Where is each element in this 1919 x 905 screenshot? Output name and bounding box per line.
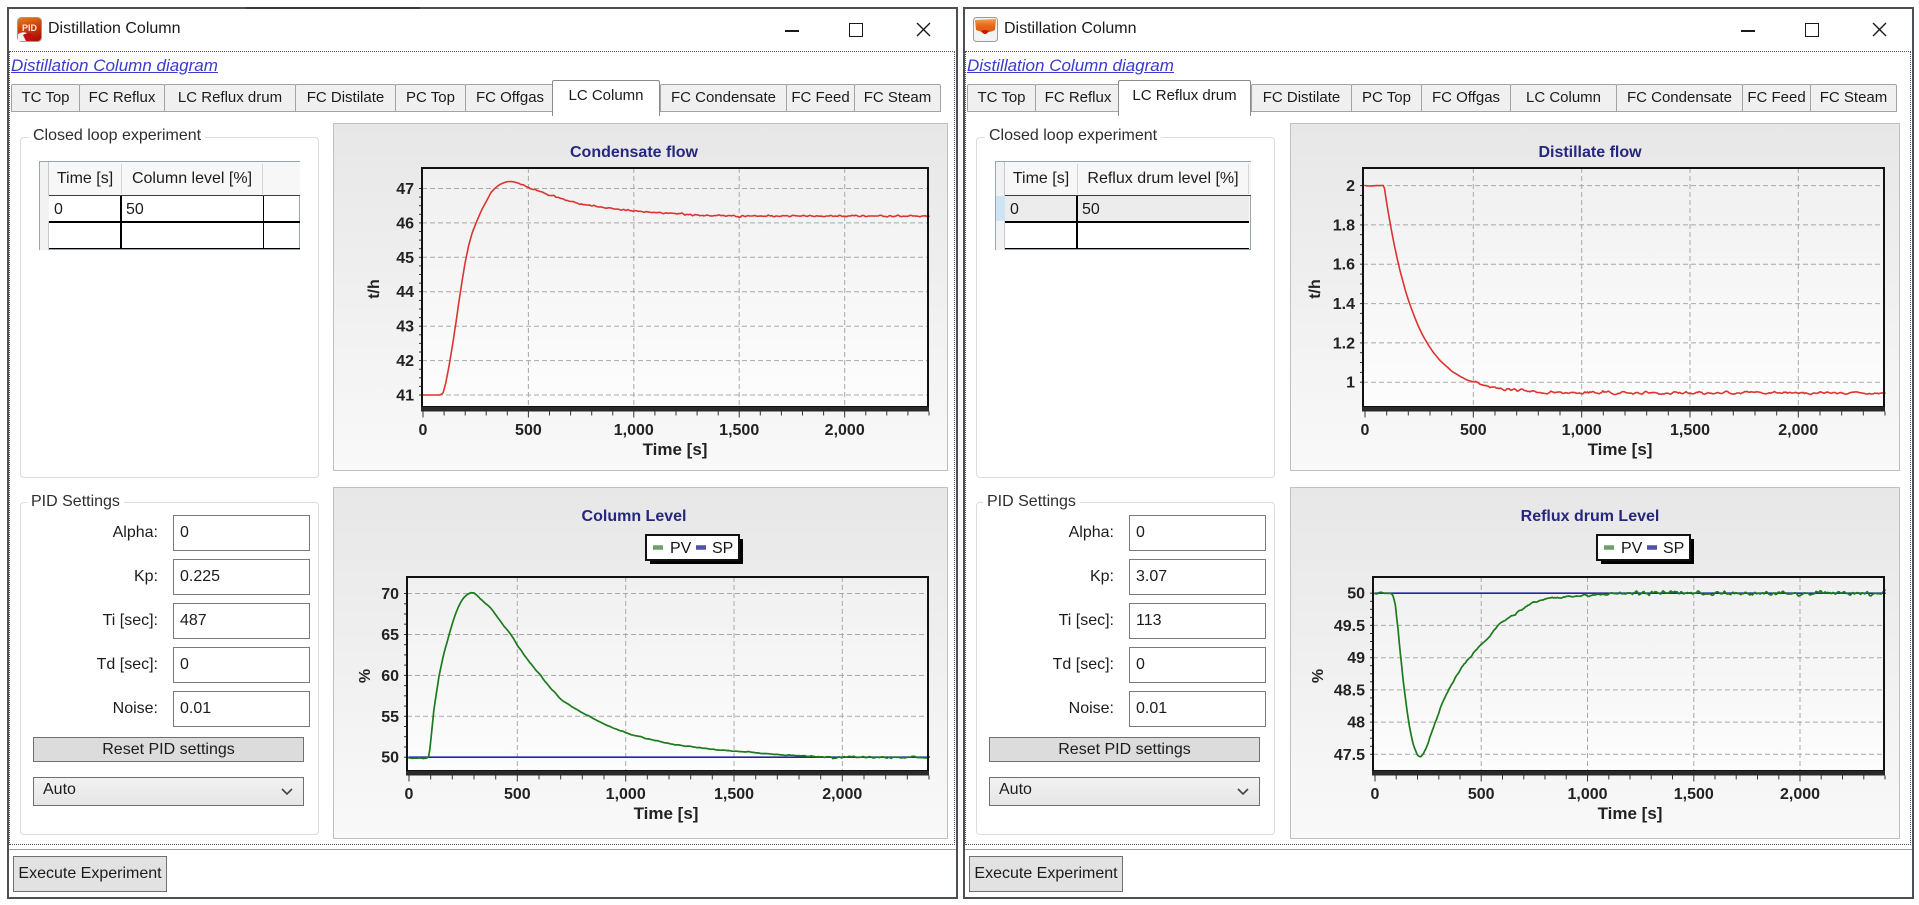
svg-text:PV: PV bbox=[1621, 540, 1643, 557]
svg-text:500: 500 bbox=[1468, 786, 1495, 803]
svg-text:SP: SP bbox=[1663, 540, 1684, 557]
svg-text:1: 1 bbox=[1346, 375, 1355, 392]
svg-text:Distillate flow: Distillate flow bbox=[1538, 144, 1642, 161]
svg-text:SP: SP bbox=[712, 540, 733, 557]
svg-text:0: 0 bbox=[405, 786, 414, 803]
svg-text:41: 41 bbox=[396, 388, 414, 405]
svg-text:2,000: 2,000 bbox=[825, 422, 865, 439]
svg-text:50: 50 bbox=[381, 750, 399, 767]
svg-text:1.6: 1.6 bbox=[1333, 257, 1355, 274]
svg-text:55: 55 bbox=[381, 709, 399, 726]
svg-text:500: 500 bbox=[515, 422, 542, 439]
svg-text:2,000: 2,000 bbox=[1780, 786, 1820, 803]
svg-text:t/h: t/h bbox=[366, 279, 383, 299]
svg-text:Time [s]: Time [s] bbox=[1598, 804, 1663, 823]
svg-text:1,500: 1,500 bbox=[719, 422, 759, 439]
svg-text:Time [s]: Time [s] bbox=[643, 440, 708, 459]
svg-text:Time [s]: Time [s] bbox=[1588, 440, 1653, 459]
svg-text:1,500: 1,500 bbox=[1670, 422, 1710, 439]
svg-text:Condensate flow: Condensate flow bbox=[570, 144, 699, 161]
svg-text:PV: PV bbox=[670, 540, 692, 557]
svg-text:44: 44 bbox=[396, 284, 414, 301]
svg-text:1,500: 1,500 bbox=[1674, 786, 1714, 803]
svg-text:48: 48 bbox=[1347, 715, 1365, 732]
svg-text:50: 50 bbox=[1347, 586, 1365, 603]
svg-text:1,000: 1,000 bbox=[614, 422, 654, 439]
svg-text:2,000: 2,000 bbox=[1778, 422, 1818, 439]
svg-text:70: 70 bbox=[381, 586, 399, 603]
svg-text:42: 42 bbox=[396, 353, 414, 370]
svg-text:%: % bbox=[357, 669, 374, 683]
svg-text:1.8: 1.8 bbox=[1333, 217, 1355, 234]
svg-text:Column Level: Column Level bbox=[582, 508, 687, 525]
svg-text:48.5: 48.5 bbox=[1334, 682, 1365, 699]
svg-text:65: 65 bbox=[381, 627, 399, 644]
svg-text:0: 0 bbox=[419, 422, 428, 439]
svg-text:2: 2 bbox=[1346, 178, 1355, 195]
svg-text:49: 49 bbox=[1347, 650, 1365, 667]
svg-text:t/h: t/h bbox=[1307, 279, 1324, 299]
svg-text:%: % bbox=[1310, 669, 1327, 683]
svg-text:0: 0 bbox=[1361, 422, 1370, 439]
svg-text:1,000: 1,000 bbox=[1562, 422, 1602, 439]
svg-text:0: 0 bbox=[1371, 786, 1380, 803]
svg-text:PID: PID bbox=[22, 23, 38, 33]
svg-text:1.4: 1.4 bbox=[1333, 296, 1355, 313]
svg-text:45: 45 bbox=[396, 250, 414, 267]
svg-text:Reflux drum Level: Reflux drum Level bbox=[1521, 508, 1660, 525]
svg-text:43: 43 bbox=[396, 319, 414, 336]
svg-text:1,000: 1,000 bbox=[606, 786, 646, 803]
svg-text:46: 46 bbox=[396, 215, 414, 232]
svg-text:1,000: 1,000 bbox=[1567, 786, 1607, 803]
svg-text:1,500: 1,500 bbox=[714, 786, 754, 803]
svg-text:1.2: 1.2 bbox=[1333, 335, 1355, 352]
svg-text:2,000: 2,000 bbox=[822, 786, 862, 803]
svg-text:500: 500 bbox=[1460, 422, 1487, 439]
svg-text:47.5: 47.5 bbox=[1334, 747, 1365, 764]
svg-text:47: 47 bbox=[396, 181, 414, 198]
svg-text:49.5: 49.5 bbox=[1334, 618, 1365, 635]
svg-text:500: 500 bbox=[504, 786, 531, 803]
svg-text:Time [s]: Time [s] bbox=[634, 804, 699, 823]
svg-text:60: 60 bbox=[381, 668, 399, 685]
